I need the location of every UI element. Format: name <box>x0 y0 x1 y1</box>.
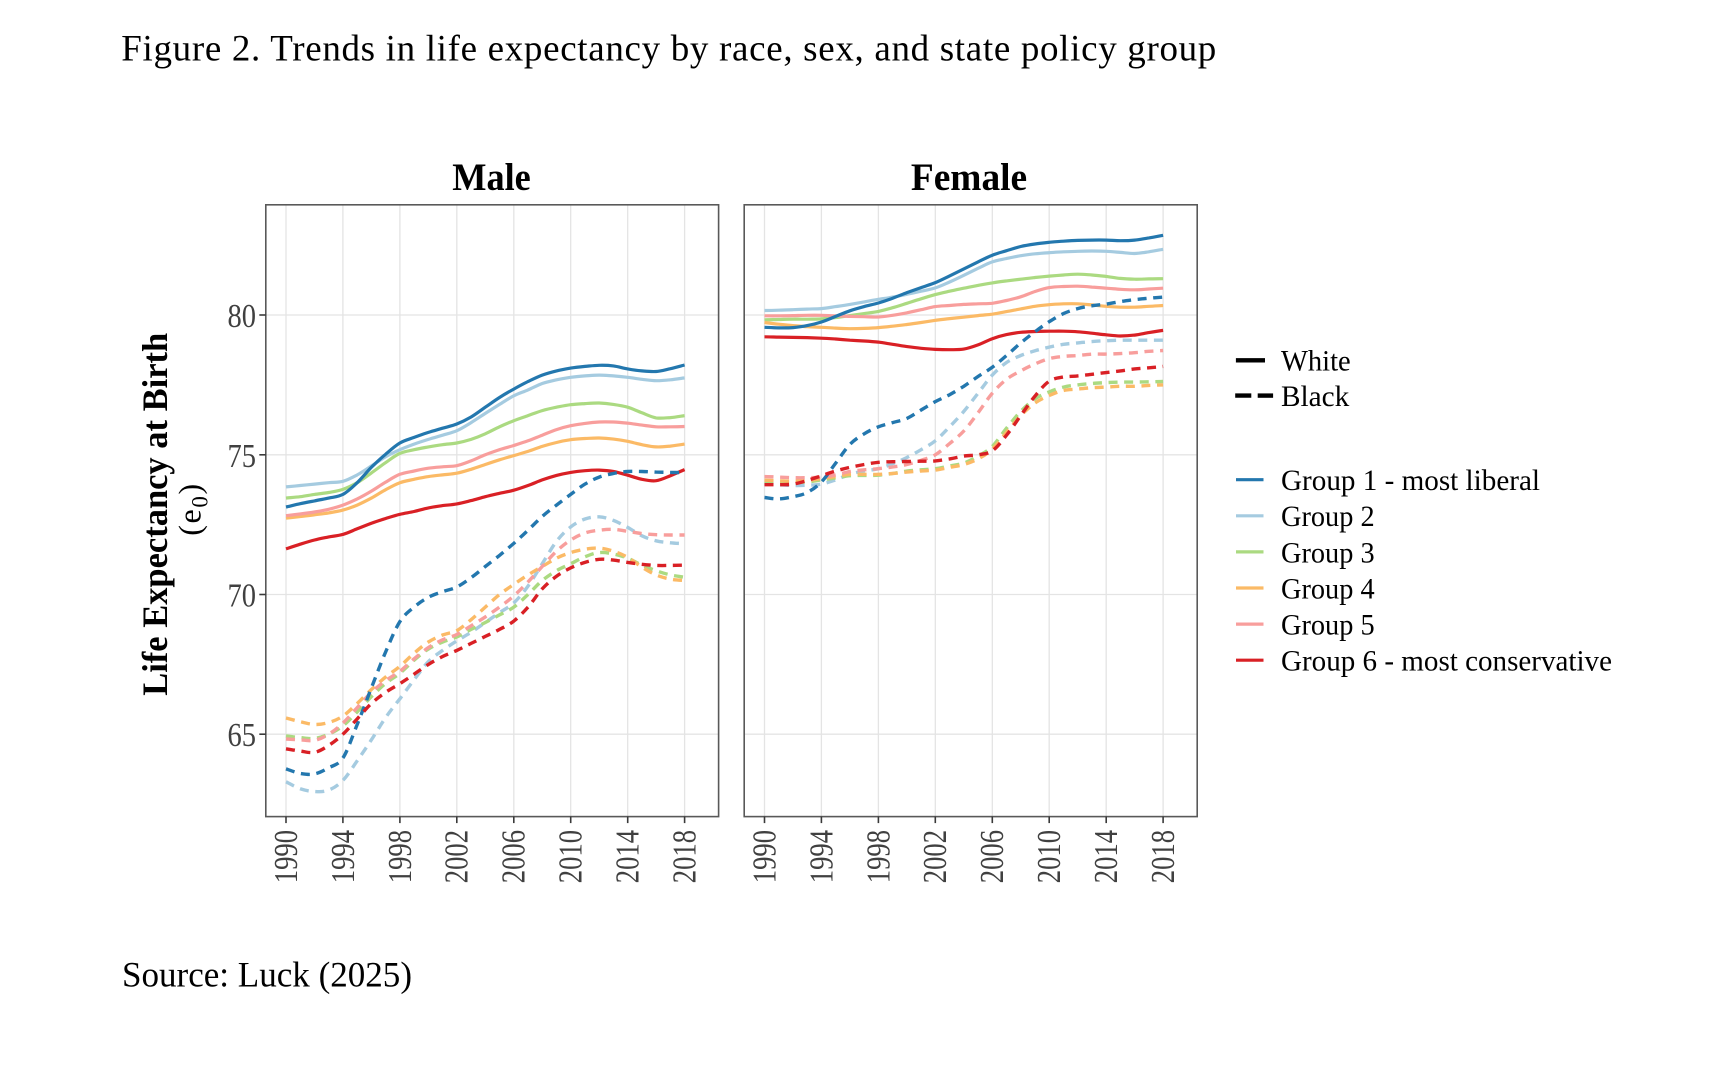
svg-text:Group 4: Group 4 <box>1281 572 1375 605</box>
svg-text:Group 3: Group 3 <box>1281 536 1375 569</box>
svg-text:2018: 2018 <box>1145 830 1182 883</box>
svg-text:2002: 2002 <box>439 830 476 883</box>
svg-text:1998: 1998 <box>860 830 897 883</box>
svg-text:1998: 1998 <box>382 830 419 883</box>
svg-text:2014: 2014 <box>1088 830 1125 883</box>
svg-text:2006: 2006 <box>496 830 533 883</box>
svg-text:2006: 2006 <box>974 830 1011 883</box>
svg-text:65: 65 <box>228 717 257 754</box>
svg-text:Life Expectancy at Birth: Life Expectancy at Birth <box>135 333 175 696</box>
svg-text:Group 5: Group 5 <box>1281 609 1375 642</box>
svg-text:2010: 2010 <box>1031 830 1068 883</box>
svg-text:Source: Luck (2025): Source: Luck (2025) <box>122 955 412 995</box>
svg-text:(e0): (e0) <box>172 484 213 536</box>
svg-text:1990: 1990 <box>746 830 783 883</box>
svg-text:2010: 2010 <box>553 830 590 883</box>
svg-text:1994: 1994 <box>325 830 362 883</box>
svg-text:1990: 1990 <box>268 830 305 883</box>
svg-text:White: White <box>1281 345 1351 378</box>
svg-text:2018: 2018 <box>667 830 704 883</box>
svg-text:2014: 2014 <box>610 830 647 883</box>
svg-text:Male: Male <box>452 156 531 199</box>
svg-text:80: 80 <box>228 298 257 335</box>
svg-text:2002: 2002 <box>917 830 954 883</box>
svg-text:75: 75 <box>228 438 257 475</box>
svg-text:Group 1 - most liberal: Group 1 - most liberal <box>1281 464 1540 497</box>
svg-text:Female: Female <box>911 156 1027 199</box>
svg-text:1994: 1994 <box>803 830 840 883</box>
svg-text:Group 2: Group 2 <box>1281 500 1375 533</box>
svg-text:Group 6 - most conservative: Group 6 - most conservative <box>1281 645 1612 678</box>
svg-text:70: 70 <box>228 578 257 615</box>
svg-text:Black: Black <box>1281 380 1349 413</box>
svg-text:Figure 2. Trends in life expec: Figure 2. Trends in life expectancy by r… <box>121 29 1216 70</box>
